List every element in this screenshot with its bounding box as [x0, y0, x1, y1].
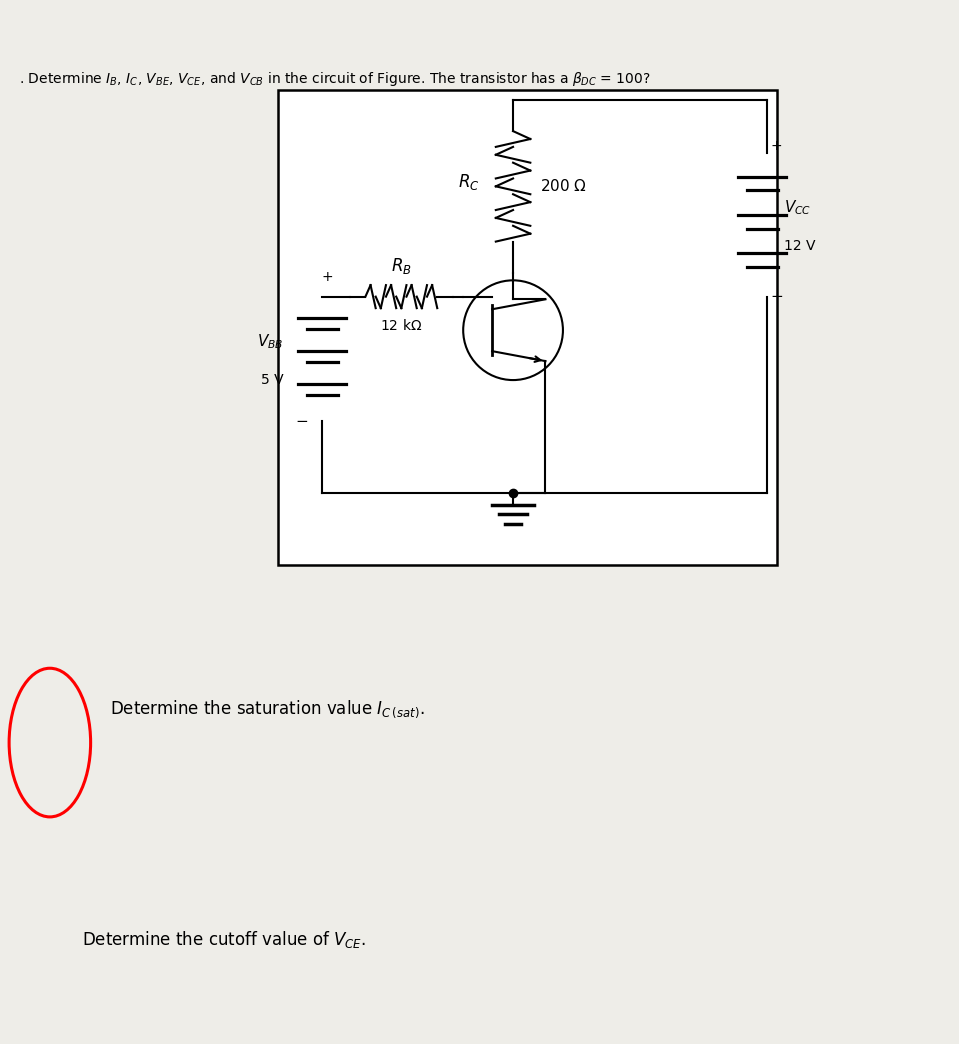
Text: $V_{CC}$: $V_{CC}$	[784, 198, 810, 217]
Text: $R_B$: $R_B$	[391, 256, 411, 276]
Text: $R_C$: $R_C$	[457, 171, 480, 191]
Text: +: +	[770, 139, 782, 153]
Text: +: +	[321, 270, 333, 284]
Text: −: −	[770, 289, 783, 304]
Text: $V_{BB}$: $V_{BB}$	[257, 332, 284, 351]
Text: 12 V: 12 V	[784, 239, 815, 253]
Bar	[278, 91, 777, 565]
Text: 5 V: 5 V	[261, 373, 284, 387]
Text: Determine the cutoff value of $V_{CE}$.: Determine the cutoff value of $V_{CE}$.	[82, 929, 365, 950]
Text: Determine the saturation value $I_{C\,(sat)}$.: Determine the saturation value $I_{C\,(s…	[110, 698, 425, 719]
Text: −: −	[295, 413, 308, 429]
Text: 200 $\Omega$: 200 $\Omega$	[540, 179, 587, 194]
Text: 12 k$\Omega$: 12 k$\Omega$	[380, 317, 423, 333]
Text: . Determine $I_B$, $I_C$, $V_{BE}$, $V_{CE}$, and $V_{CB}$ in the circuit of Fig: . Determine $I_B$, $I_C$, $V_{BE}$, $V_{…	[19, 70, 651, 88]
